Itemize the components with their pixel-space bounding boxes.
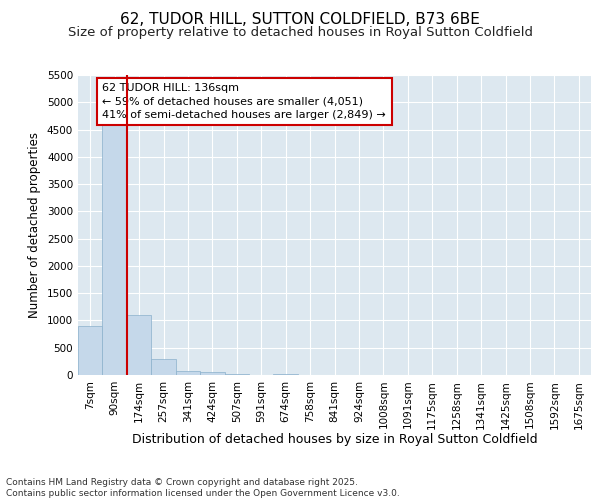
Bar (151, 358, 176, 375)
Text: Contains HM Land Registry data © Crown copyright and database right 2025.
Contai: Contains HM Land Registry data © Crown c… (6, 478, 400, 498)
Bar (224, 374, 249, 375)
X-axis label: Distribution of detached houses by size in Royal Sutton Coldfield: Distribution of detached houses by size … (131, 433, 538, 446)
Text: Size of property relative to detached houses in Royal Sutton Coldfield: Size of property relative to detached ho… (67, 26, 533, 39)
Bar (78, 326, 103, 375)
Text: 62, TUDOR HILL, SUTTON COLDFIELD, B73 6BE: 62, TUDOR HILL, SUTTON COLDFIELD, B73 6B… (120, 12, 480, 28)
Y-axis label: Number of detached properties: Number of detached properties (28, 132, 41, 318)
Text: 62 TUDOR HILL: 136sqm
← 59% of detached houses are smaller (4,051)
41% of semi-d: 62 TUDOR HILL: 136sqm ← 59% of detached … (103, 83, 386, 120)
Bar (176, 371, 200, 375)
Bar (103, 124, 127, 375)
Bar (127, 315, 151, 375)
Bar (200, 372, 224, 375)
Bar (274, 374, 298, 375)
